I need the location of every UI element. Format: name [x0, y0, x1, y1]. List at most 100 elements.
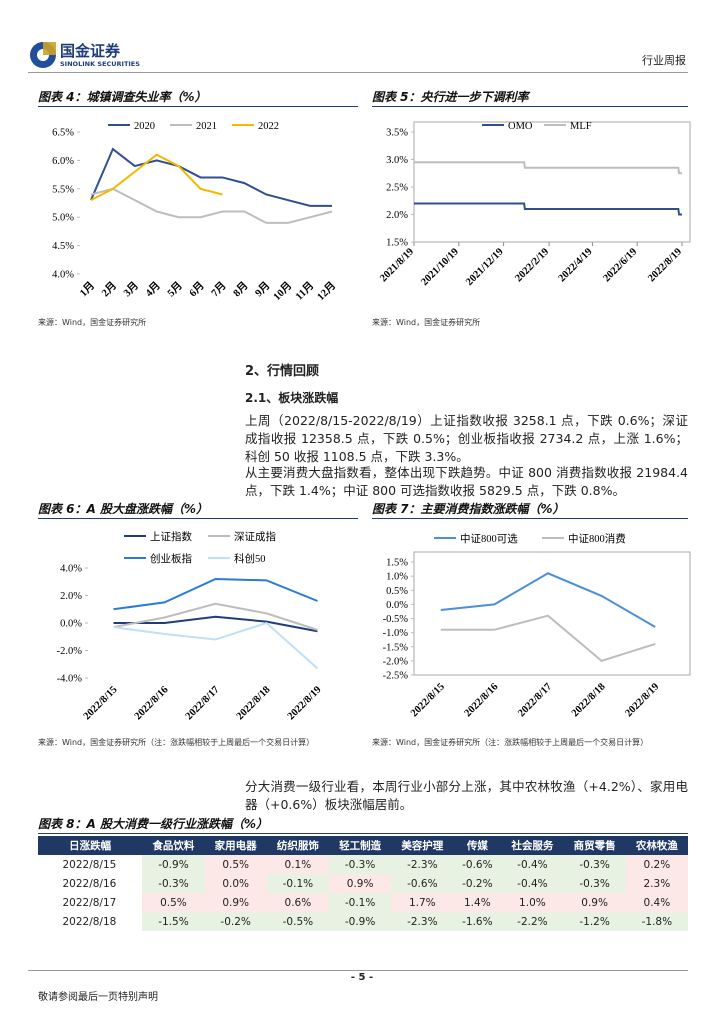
table-title: 图表 8：A 股大消费一级行业涨跌幅（%）	[38, 815, 688, 834]
chart-title: 图表 4：城镇调查失业率（%）	[38, 88, 358, 107]
x-tick-label: 9月	[253, 280, 273, 300]
x-tick-label: 6月	[187, 280, 207, 300]
report-type: 行业周报	[642, 54, 686, 67]
logo-en: SINOLINK SECURITIES	[60, 60, 140, 68]
chart: 4.0% 4.5% 5.0% 5.5% 6.0% 6.5% 1月 2月 3月 4月 5月 6月 7月 8月…	[52, 121, 338, 303]
x-tick-label: 11月	[293, 280, 316, 303]
y-tick-label: 1.0%	[386, 572, 408, 583]
section-subtitle: 2.1、板块涨跌幅	[245, 391, 339, 405]
x-tick-label: 10月	[271, 280, 294, 303]
x-tick-label: 2022/8/19	[623, 681, 661, 719]
table-cell: -0.2%	[453, 874, 502, 893]
y-tick-label: 5.0%	[52, 213, 74, 224]
table-cell: 0.4%	[625, 893, 688, 912]
x-tick-label: 2022/8/19	[286, 684, 324, 722]
table-cell: -0.3%	[328, 855, 392, 874]
paragraph: 从主要消费大盘指数看，整体出现下跌趋势。中证 800 消费指数收报 21984.…	[245, 465, 688, 498]
table-cell: 2022/8/16	[62, 877, 117, 890]
chart-title: 图表 5：央行进一步下调利率	[372, 88, 688, 107]
table-cell: 0.1%	[266, 855, 329, 874]
x-tick-label: 2022/8/18	[570, 681, 608, 719]
table-cell: 0.5%	[204, 855, 267, 874]
footer-rule	[28, 970, 688, 971]
x-tick-label: 2022/8/18	[235, 684, 273, 722]
table-cell: 0.6%	[266, 893, 329, 912]
series-line	[90, 147, 333, 207]
table-header-cell: 家用电器	[204, 836, 267, 855]
y-tick-label: 2.0%	[60, 591, 82, 602]
x-tick-label: 1月	[77, 280, 97, 300]
table-cell: -1.2%	[563, 912, 626, 931]
table-cell: -2.3%	[391, 912, 454, 931]
table-cell: -0.4%	[501, 855, 564, 874]
x-tick-label: 2022/8/15	[409, 681, 447, 719]
plot-frame	[413, 551, 691, 676]
disclaimer: 敬请参阅最后一页特别声明	[38, 992, 158, 1003]
table-cell: -0.6%	[391, 874, 454, 893]
series-line	[113, 621, 319, 670]
x-tick-label: 2022/8/16	[133, 684, 171, 722]
legend-label: 上证指数	[150, 530, 192, 543]
table-cell: -0.5%	[266, 912, 329, 931]
table-row: 2022/8/15 -0.9% 0.5% 0.1% -0.3% -2.3% -0.6% -0.…	[38, 855, 688, 874]
x-tick-label: 2021/8/19	[378, 246, 416, 284]
x-tick-label: 8月	[231, 280, 251, 300]
table-cell: -1.8%	[625, 912, 688, 931]
chart-title: 图表 7：主要消费指数涨跌幅（%）	[372, 500, 688, 519]
chart-source: 来源：Wind，国金证券研究所（注：涨跌幅相较于上周最后一个交易日计算）	[38, 738, 315, 747]
table-cell: -2.3%	[391, 855, 454, 874]
x-tick-label: 3月	[121, 280, 141, 300]
y-tick-label: 4.0%	[52, 270, 74, 281]
paragraph: 分大消费一级行业看，本周行业小部分上涨，其中农林牧渔（+4.2%）、家用电器（+…	[245, 779, 688, 812]
table-header-cell: 社会服务	[501, 836, 564, 855]
chart-source: 来源：Wind，国金证券研究所	[38, 318, 147, 327]
y-tick-label: 0.0%	[386, 600, 408, 611]
x-tick-label: 2022/8/16	[463, 681, 501, 719]
section-title: 2、行情回顾	[245, 364, 320, 379]
table-cell: -0.6%	[453, 855, 502, 874]
x-tick-label: 2021/12/19	[464, 246, 506, 288]
table-cell: -1.6%	[453, 912, 502, 931]
table-header-cell: 轻工制造	[328, 836, 392, 855]
table-row: 2022/8/18 -1.5% -0.2% -0.5% -0.9% -2.3% -1.6% -…	[38, 912, 688, 931]
series-line	[113, 602, 318, 631]
table-cell: -0.1%	[266, 874, 329, 893]
table-cell: -0.2%	[204, 912, 267, 931]
y-tick-label: -2.5%	[383, 671, 409, 682]
y-tick-label: -0.5%	[383, 614, 409, 625]
y-tick-label: 3.5%	[386, 128, 408, 139]
table-cell: -0.4%	[501, 874, 564, 893]
table-row: 2022/8/16 -0.3% 0.0% -0.1% 0.9% -0.6% -0.2% -0.…	[38, 874, 688, 893]
table-cell: -2.2%	[501, 912, 564, 931]
table-cell: -1.5%	[142, 912, 205, 931]
y-tick-label: 3.0%	[386, 155, 408, 166]
y-tick-label: 2.5%	[386, 183, 408, 194]
y-tick-label: 0.5%	[386, 586, 408, 597]
x-tick-label: 2022/4/19	[557, 246, 595, 284]
table-header-cell: 传媒	[453, 836, 502, 855]
legend-label: OMO	[508, 121, 533, 132]
legend-label: 中证800消费	[568, 532, 626, 545]
paragraph: 上周（2022/8/15-2022/8/19）上证指数收报 3258.1 点，下…	[245, 413, 688, 464]
table-cell: -0.9%	[142, 855, 205, 874]
x-tick-label: 2022/6/19	[601, 246, 639, 284]
table-cell: -0.9%	[328, 912, 392, 931]
table-cell: 1.0%	[501, 893, 564, 912]
y-tick-label: 2.0%	[386, 210, 408, 221]
table: 日涨跌幅 食品饮料 家用电器 纺织服饰 轻工制造 美容护理 传媒 社会服务 商贸零售 农林牧渔 20…	[38, 836, 688, 931]
table-header-cell: 美容护理	[391, 836, 454, 855]
legend-label: 深证成指	[234, 530, 276, 543]
chart-source: 来源：Wind，国金证券研究所	[372, 318, 481, 327]
y-tick-label: 5.5%	[52, 184, 74, 195]
series-line	[90, 187, 333, 224]
y-tick-label: 1.5%	[386, 238, 408, 249]
table-cell: 1.7%	[391, 893, 454, 912]
legend-label: MLF	[570, 121, 592, 132]
legend-label: 创业板指	[150, 552, 192, 565]
y-tick-label: 4.0%	[60, 564, 82, 575]
header-rule	[28, 72, 688, 73]
x-tick-label: 7月	[209, 280, 229, 300]
table-cell: 2022/8/17	[62, 896, 117, 909]
y-tick-label: -1.5%	[383, 642, 409, 653]
